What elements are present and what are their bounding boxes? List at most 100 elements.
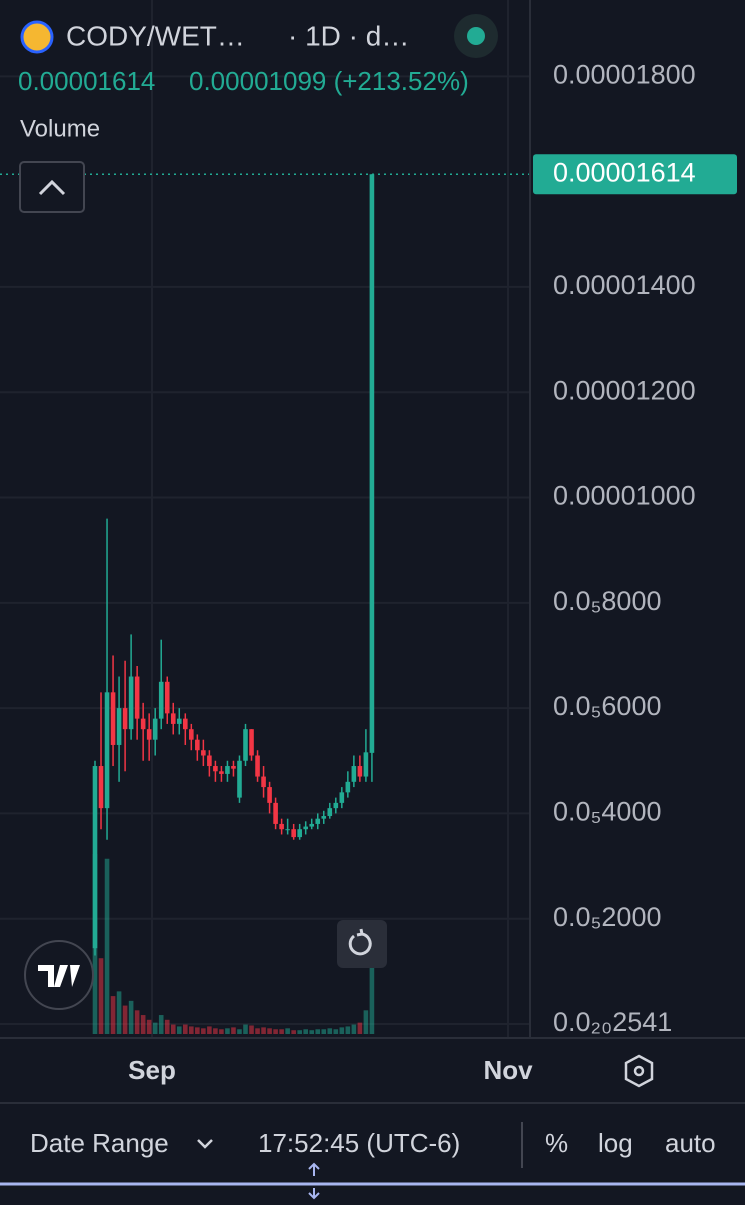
percent-toggle[interactable]: % xyxy=(545,1128,568,1158)
candle-body xyxy=(219,771,224,774)
candle-body xyxy=(110,692,116,745)
resize-arrows xyxy=(308,1162,320,1200)
candle-body xyxy=(213,766,218,772)
volume-bar xyxy=(285,1028,290,1034)
candle-body xyxy=(267,787,272,803)
candle-body xyxy=(195,739,200,751)
candle-body xyxy=(98,766,104,809)
reset-button[interactable] xyxy=(337,920,387,968)
volume-bar xyxy=(315,1029,321,1034)
settings-icon[interactable] xyxy=(624,1054,654,1088)
candle-body xyxy=(92,766,98,949)
candle-body xyxy=(327,808,333,817)
y-tick-label: 0.0₅8000 xyxy=(553,586,661,616)
candle-body xyxy=(315,818,321,824)
volume-bar xyxy=(297,1030,302,1034)
volume-bar xyxy=(303,1029,308,1034)
candle-body xyxy=(369,174,375,753)
volume-bar xyxy=(339,1027,345,1034)
volume-bar xyxy=(207,1026,212,1034)
candle-body xyxy=(189,729,194,740)
chevron xyxy=(38,179,66,196)
y-tick-label: 0.0₅4000 xyxy=(553,797,661,827)
candle-body xyxy=(231,766,236,769)
interval[interactable]: · 1D · d… xyxy=(288,20,409,51)
date-range[interactable]: Date Range xyxy=(30,1128,169,1158)
candle-body xyxy=(279,823,284,830)
candle-body xyxy=(146,729,152,740)
candle-body xyxy=(140,718,146,730)
volume-bar xyxy=(363,1010,369,1034)
volume-bar xyxy=(213,1028,218,1034)
volume-bar xyxy=(345,1026,351,1034)
volume-bar xyxy=(170,1024,176,1034)
volume-bar xyxy=(327,1028,333,1034)
candle-body xyxy=(261,776,266,788)
volume-bar xyxy=(183,1024,188,1034)
volume-bar xyxy=(273,1029,278,1034)
candle-body xyxy=(285,829,290,831)
volume-bar xyxy=(104,858,110,1034)
volume-bar xyxy=(231,1027,236,1034)
candle-body xyxy=(363,752,369,777)
candle-body xyxy=(152,718,158,740)
collapse-button[interactable] xyxy=(19,161,85,213)
volume-bar xyxy=(146,1019,152,1034)
y-tick-label: 0.00001200 xyxy=(553,375,696,405)
reset-icon xyxy=(348,928,372,956)
pane-label: Volume xyxy=(20,115,100,142)
logo xyxy=(20,20,54,54)
tv-mark xyxy=(38,965,80,987)
change: 0.00001099 (+213.52%) xyxy=(189,66,469,96)
y-tick-label: 0.00001400 xyxy=(553,270,696,300)
settings-dot xyxy=(633,1065,645,1077)
volume-bar xyxy=(116,991,122,1034)
candle-body xyxy=(201,750,206,756)
volume-bar xyxy=(189,1026,194,1034)
volume-bar xyxy=(309,1030,315,1034)
volume-bar xyxy=(279,1029,284,1034)
volume-bar xyxy=(255,1028,260,1034)
log-toggle[interactable]: log xyxy=(598,1128,633,1158)
y-tick-label: 0.0₅6000 xyxy=(553,691,661,721)
volume-bar xyxy=(321,1029,327,1034)
volume-bar xyxy=(164,1019,170,1034)
volume-bar xyxy=(152,1022,158,1034)
candle-body xyxy=(345,781,351,793)
dropdown xyxy=(197,1139,213,1149)
auto-toggle[interactable]: auto xyxy=(665,1128,716,1158)
volume-bar xyxy=(249,1025,254,1034)
last-price: 0.00001614 xyxy=(18,66,155,96)
volume-bar xyxy=(122,1005,128,1034)
volume-bar xyxy=(195,1027,200,1034)
candle-body xyxy=(291,829,296,838)
candle-body xyxy=(122,708,128,730)
candle-body xyxy=(176,718,182,724)
candle-body xyxy=(357,766,363,777)
clock[interactable]: 17:52:45 (UTC-6) xyxy=(258,1128,460,1158)
volume-bar xyxy=(351,1024,357,1034)
price-label-bg xyxy=(533,154,737,195)
volume-bar xyxy=(219,1029,224,1034)
candle-body xyxy=(104,692,110,809)
candle-body xyxy=(255,755,260,777)
volume-bar xyxy=(261,1027,266,1034)
candle-body xyxy=(303,826,308,830)
price-label: 0.00001614 xyxy=(553,157,696,187)
volume-bar xyxy=(225,1028,230,1034)
candle-body xyxy=(333,802,339,809)
y-tick-label: 0.00001800 xyxy=(553,59,696,89)
candle-body xyxy=(309,823,315,827)
candle-body xyxy=(321,816,327,819)
candle-body xyxy=(128,676,134,730)
candle-body xyxy=(134,676,140,719)
volume-bar xyxy=(291,1030,296,1034)
symbol[interactable]: CODY/WET… xyxy=(66,20,245,51)
candle-body xyxy=(339,792,345,803)
footer xyxy=(0,1183,745,1200)
volume-bar xyxy=(267,1028,272,1034)
volume-bar xyxy=(243,1024,248,1034)
candle-body xyxy=(207,755,212,767)
